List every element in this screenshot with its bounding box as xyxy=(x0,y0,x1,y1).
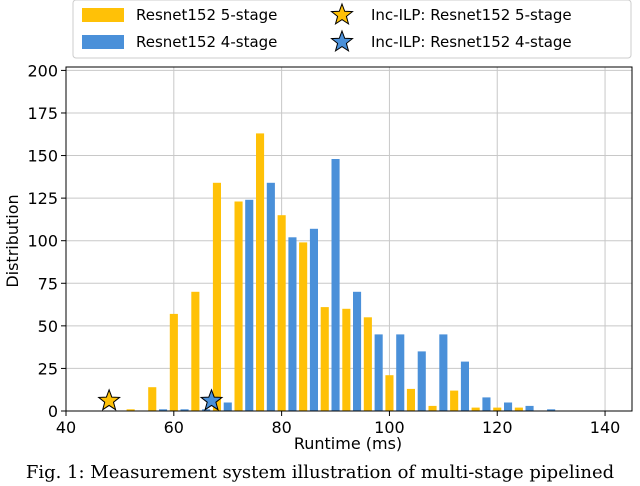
bar-four-stage xyxy=(223,402,232,411)
x-axis: 40 60 80 100 120 140 xyxy=(56,411,621,437)
y-tick-label: 125 xyxy=(27,189,58,208)
legend-swatch-four-stage xyxy=(82,35,124,49)
bar-four-stage xyxy=(439,334,448,411)
star-marker-five-stage xyxy=(97,388,121,411)
bar-five-stage xyxy=(126,409,135,411)
bars xyxy=(126,133,556,411)
figure-caption: Fig. 1: Measurement system illustration … xyxy=(25,462,615,483)
y-tick-label: 75 xyxy=(38,274,58,293)
legend-label-inc-ilp-four-stage: Inc-ILP: Resnet152 4-stage xyxy=(371,33,572,51)
bar-four-stage xyxy=(180,409,189,411)
bar-five-stage xyxy=(299,242,308,411)
y-axis-title: Distribution xyxy=(3,194,22,287)
bar-five-stage xyxy=(493,407,502,411)
y-tick-label: 0 xyxy=(48,402,58,421)
bar-five-stage xyxy=(406,388,415,411)
y-axis: 0 25 50 75 100 125 150 175 200 xyxy=(27,61,66,421)
legend-label-inc-ilp-five-stage: Inc-ILP: Resnet152 5-stage xyxy=(371,6,572,24)
bar-five-stage xyxy=(277,215,286,411)
bar-four-stage xyxy=(266,182,275,411)
bar-four-stage xyxy=(353,291,362,411)
legend-label-five-stage: Resnet152 5-stage xyxy=(136,6,277,24)
legend-star-icon-four-stage xyxy=(330,29,354,53)
bar-four-stage xyxy=(245,199,254,411)
bar-four-stage xyxy=(288,237,297,411)
bar-five-stage xyxy=(191,291,200,411)
x-tick-label: 60 xyxy=(164,418,184,437)
bar-five-stage xyxy=(148,387,157,411)
bar-five-stage xyxy=(471,407,480,411)
y-tick-label: 25 xyxy=(38,359,58,378)
x-tick-label: 120 xyxy=(482,418,513,437)
bar-five-stage xyxy=(169,313,178,411)
y-tick-label: 50 xyxy=(38,317,58,336)
x-axis-title: Runtime (ms) xyxy=(294,434,402,453)
y-tick-label: 175 xyxy=(27,104,58,123)
x-tick-label: 140 xyxy=(590,418,621,437)
y-tick-label: 150 xyxy=(27,147,58,166)
bar-four-stage xyxy=(482,397,491,411)
x-tick-label: 80 xyxy=(271,418,291,437)
bar-five-stage xyxy=(320,307,329,411)
x-tick-label: 40 xyxy=(56,418,76,437)
bar-four-stage xyxy=(525,405,534,411)
bar-four-stage xyxy=(202,409,211,411)
bar-five-stage xyxy=(450,390,459,411)
bar-four-stage xyxy=(331,159,340,411)
bar-five-stage xyxy=(212,182,221,411)
bar-five-stage xyxy=(234,201,243,411)
bar-five-stage xyxy=(256,133,265,411)
bar-five-stage xyxy=(363,317,372,411)
bar-four-stage xyxy=(396,334,405,411)
star-marker-four-stage xyxy=(199,388,224,411)
bar-four-stage xyxy=(374,334,383,411)
legend: Resnet152 5-stage Resnet152 4-stage Inc-… xyxy=(72,0,632,59)
legend-star-icon-five-stage xyxy=(330,2,354,26)
bar-four-stage xyxy=(504,402,513,411)
bar-four-stage xyxy=(547,409,556,411)
x-tick-label: 100 xyxy=(374,418,405,437)
legend-label-four-stage: Resnet152 4-stage xyxy=(136,33,277,51)
histogram-chart: Resnet152 5-stage Resnet152 4-stage Inc-… xyxy=(3,0,633,453)
legend-swatch-five-stage xyxy=(82,8,124,22)
star-markers xyxy=(97,388,224,411)
bar-five-stage xyxy=(428,405,437,411)
bar-four-stage xyxy=(417,351,426,411)
bar-five-stage xyxy=(514,407,523,411)
bar-four-stage xyxy=(309,228,318,411)
y-tick-label: 200 xyxy=(27,61,58,80)
y-tick-label: 100 xyxy=(27,232,58,251)
bar-four-stage xyxy=(460,361,469,411)
bar-five-stage xyxy=(385,375,394,411)
bar-four-stage xyxy=(159,409,168,411)
bar-five-stage xyxy=(342,308,351,411)
plot-frame xyxy=(65,66,633,412)
